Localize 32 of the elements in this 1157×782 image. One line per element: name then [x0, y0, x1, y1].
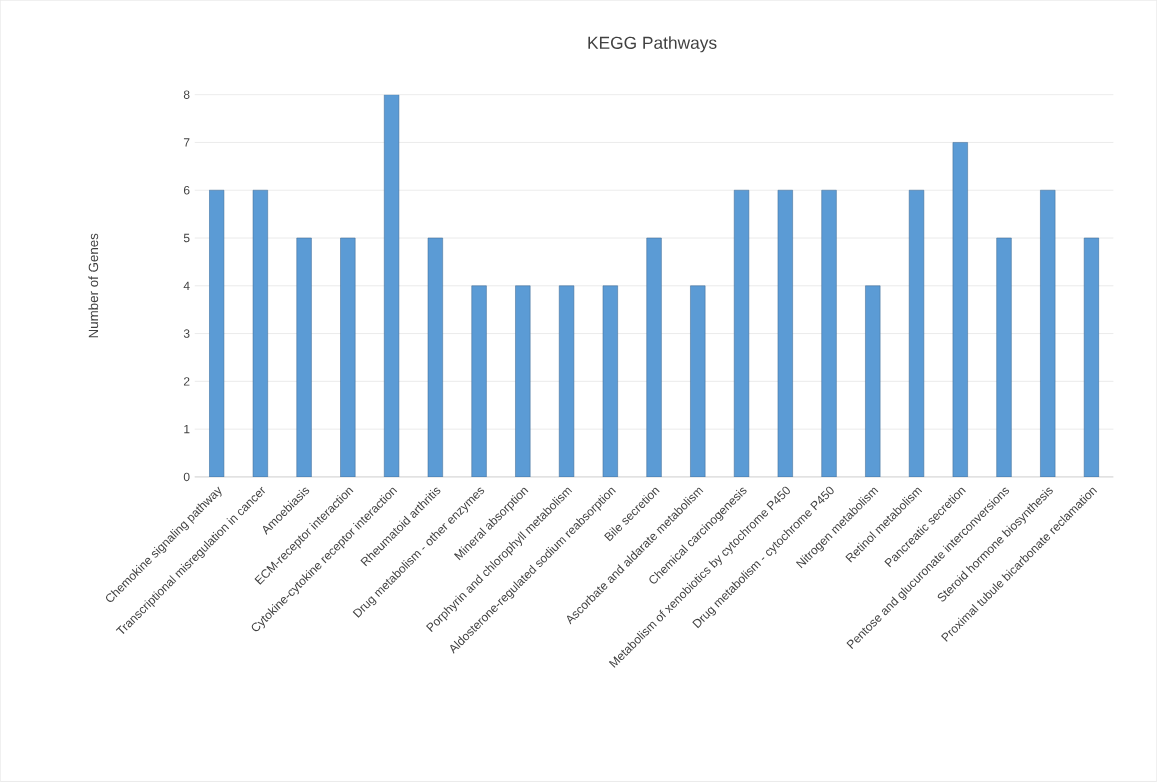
bar	[558, 285, 575, 478]
bar	[427, 237, 443, 478]
bar	[646, 237, 662, 478]
bar	[602, 285, 618, 478]
y-tick-label: 8	[183, 90, 190, 100]
bar	[952, 142, 968, 478]
y-tick-label: 0	[183, 472, 190, 482]
bar	[209, 190, 225, 478]
y-tick-label: 3	[183, 329, 190, 338]
y-tick-label: 2	[183, 377, 190, 386]
bar	[340, 237, 356, 478]
y-axis-title: Number of Genes	[88, 233, 99, 338]
bar	[383, 94, 400, 478]
y-tick-label: 1	[184, 425, 190, 434]
bar	[296, 237, 312, 478]
bar	[821, 190, 837, 478]
chart-title: KEGG Pathways	[588, 36, 717, 53]
y-tick-label: 4	[183, 281, 190, 291]
y-tick-label: 5	[183, 233, 190, 243]
bar	[777, 190, 793, 478]
bar	[996, 237, 1012, 478]
bar	[471, 285, 487, 478]
bar	[733, 190, 750, 478]
bar	[252, 190, 268, 478]
bar	[1083, 237, 1100, 478]
bar	[908, 190, 925, 478]
bar	[1040, 190, 1056, 478]
bar	[690, 285, 706, 478]
y-tick-label: 7	[183, 138, 190, 147]
bar	[865, 285, 881, 478]
y-tick-label: 6	[183, 186, 190, 195]
bar	[515, 285, 531, 478]
